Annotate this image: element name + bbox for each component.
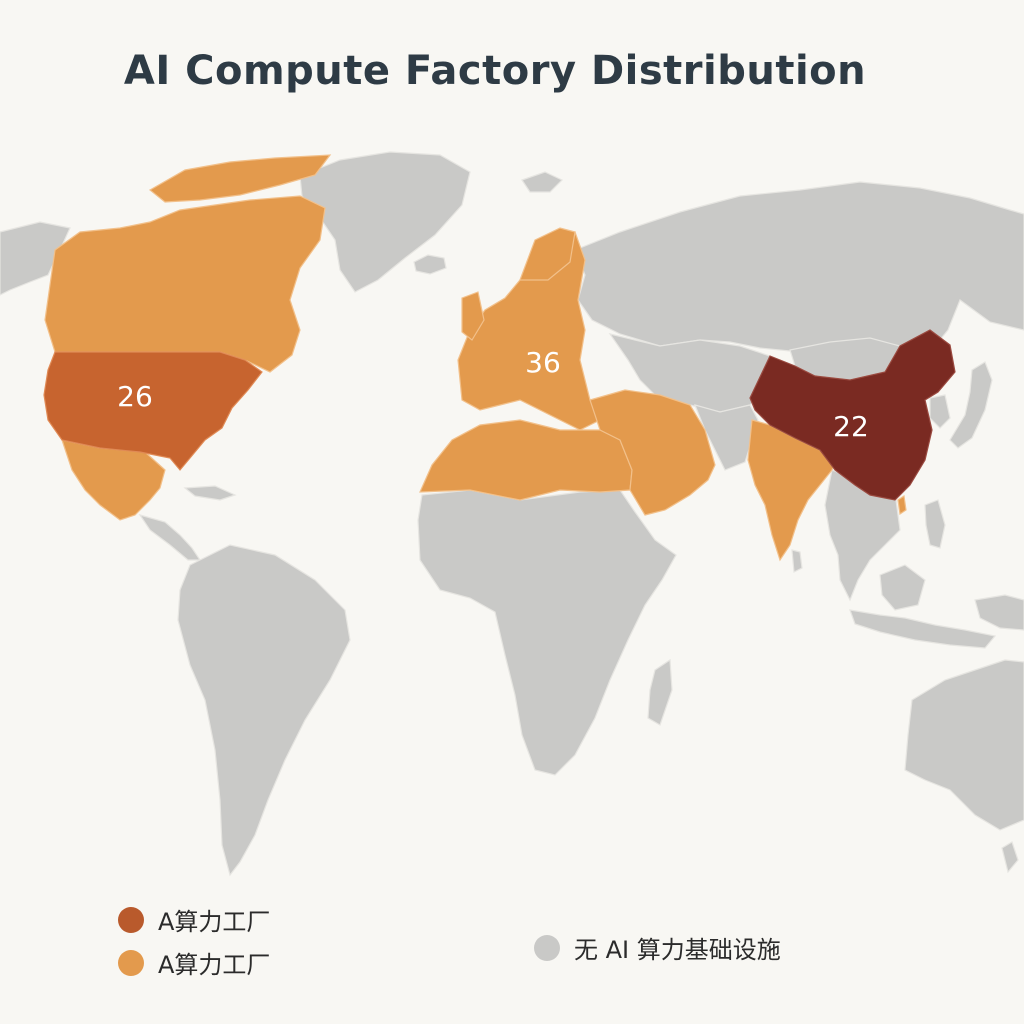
new-zealand-shape [1001, 841, 1019, 874]
land-china [749, 329, 956, 501]
usa-count-label: 26 [117, 380, 153, 413]
europe-shape [457, 231, 601, 431]
legend-label-secondary: A算力工厂 [158, 951, 271, 979]
central-america-shape [138, 513, 202, 561]
legend-item-secondary: A算力工厂 [118, 945, 270, 980]
cuba-shape [183, 485, 237, 501]
scandinavia-shape [519, 227, 576, 281]
borneo-shape [879, 564, 926, 611]
greenland-shape [299, 151, 471, 293]
legend-label-none: 无 AI 算力基础设施 [574, 936, 781, 964]
philippines-shape [924, 499, 946, 549]
usa-shape [43, 351, 263, 471]
middle-east-shape [589, 389, 716, 516]
legend-item-primary: A算力工厂 [118, 902, 270, 937]
madagascar-shape [647, 658, 673, 726]
korea-shape [929, 394, 951, 429]
legend-item-none: 无 AI 算力基础设施 [534, 930, 781, 965]
legend-dot-secondary [118, 949, 144, 976]
arctic-islands-shape [148, 154, 332, 203]
uk-shape [461, 291, 485, 341]
svalbard-shape [521, 171, 564, 193]
africa-shape [417, 489, 677, 776]
sri-lanka-shape [791, 549, 803, 573]
canada-shape [44, 195, 326, 373]
china-count-label: 22 [833, 410, 869, 443]
land-no-infrastructure [0, 151, 1024, 877]
land-secondary-tier [44, 154, 907, 562]
europe-count-label: 36 [525, 346, 561, 379]
land-usa [43, 351, 263, 471]
russia-shape [574, 181, 1024, 353]
north-africa-shape [419, 419, 633, 501]
new-guinea-shape [974, 594, 1024, 631]
page-title: AI Compute Factory Distribution [123, 48, 867, 94]
legend-dot-primary [118, 906, 144, 933]
china-shape [749, 329, 956, 501]
south-america-shape [177, 544, 351, 877]
australia-shape [904, 659, 1024, 831]
legend-dot-none [534, 934, 560, 961]
japan-shape [949, 361, 993, 449]
legend-label-primary: A算力工厂 [158, 908, 271, 936]
alaska-shape [0, 221, 71, 296]
iceland-shape [413, 254, 447, 275]
indonesia-shape [849, 609, 997, 649]
taiwan-shape [897, 494, 907, 516]
